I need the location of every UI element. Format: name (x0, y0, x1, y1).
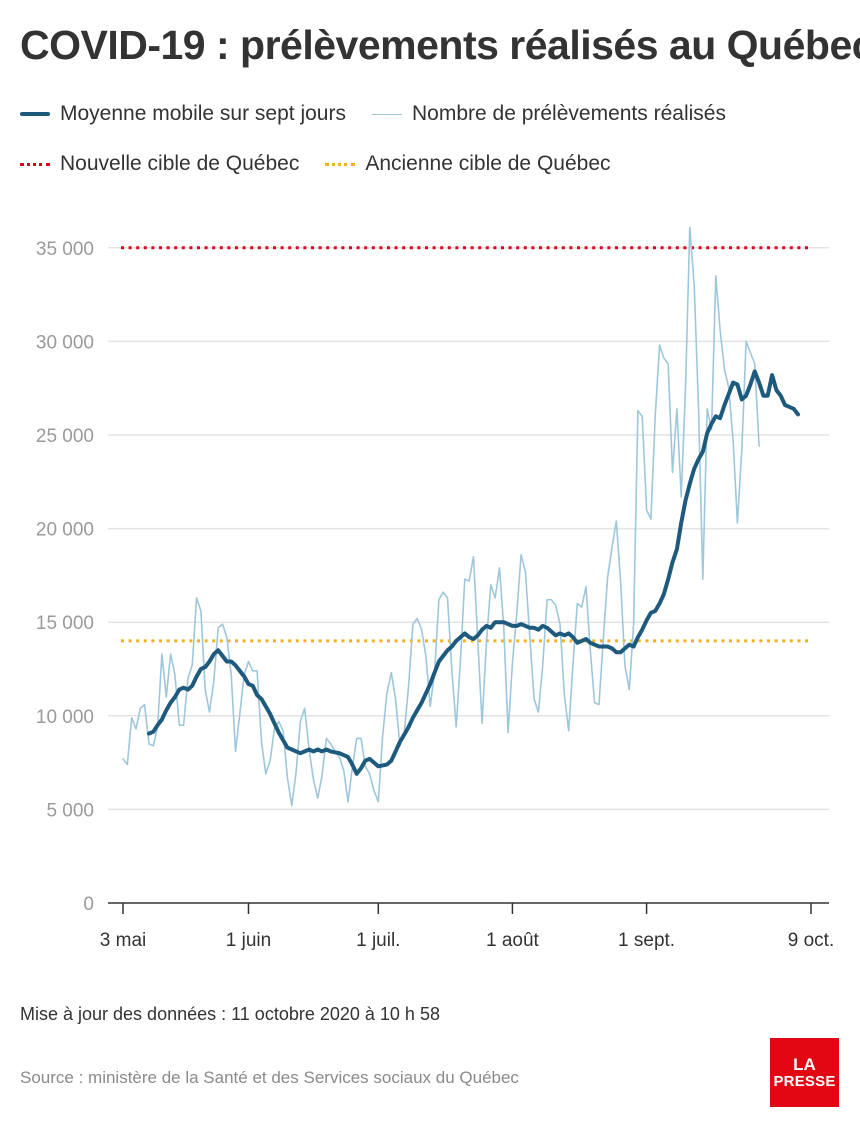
la-presse-logo: LA PRESSE (770, 1038, 839, 1107)
legend-item-old-target: Ancienne cible de Québec (325, 152, 611, 176)
x-tick-label: 3 mai (100, 930, 146, 951)
y-tick-label: 5 000 (46, 800, 94, 821)
source-note: Source : ministère de la Santé et des Se… (20, 1068, 519, 1087)
legend-item-new-target: Nouvelle cible de Québec (20, 152, 299, 176)
legend-item-daily: Nombre de prélèvements réalisés (371, 102, 726, 126)
logo-line-2: PRESSE (773, 1072, 836, 1090)
legend-row-2: Nouvelle cible de Québec Ancienne cible … (20, 152, 637, 176)
y-tick-label: 30 000 (36, 332, 94, 353)
legend-swatch-new-target (20, 162, 50, 166)
legend-swatch-moving-average (20, 112, 50, 116)
y-tick-label: 10 000 (36, 707, 94, 728)
moving-average-line (147, 369, 800, 776)
legend-item-moving-average: Moyenne mobile sur sept jours (20, 102, 346, 126)
logo-line-1: LA (793, 1054, 816, 1074)
legend-swatch-old-target (325, 162, 356, 166)
update-footnote: Mise à jour des données : 11 octobre 202… (20, 1004, 440, 1024)
x-tick-label: 1 juin (226, 930, 271, 951)
axes: 0 5 000 10 000 15 000 20 000 25 000 30 000 35 0… (36, 239, 834, 951)
x-tick-label: 9 oct. (788, 930, 834, 951)
chart-title: COVID-19 : prélèvements réalisés au Québ… (20, 22, 860, 68)
y-tick-label: 35 000 (36, 239, 94, 260)
series-lines (122, 226, 800, 807)
legend-label-new-target: Nouvelle cible de Québec (60, 152, 300, 175)
x-tick-label: 1 juil. (356, 930, 400, 951)
legend-label-daily: Nombre de prélèvements réalisés (411, 102, 726, 125)
y-tick-label: 20 000 (36, 520, 94, 541)
y-tick-label: 0 (83, 894, 94, 915)
legend-label-old-target: Ancienne cible de Québec (365, 152, 611, 175)
legend-label-moving-average: Moyenne mobile sur sept jours (60, 102, 346, 125)
x-tick-label: 1 août (486, 930, 540, 951)
legend-row-1: Moyenne mobile sur sept jours Nombre de … (20, 102, 752, 126)
reference-lines (121, 246, 811, 643)
legend-swatch-daily (371, 113, 402, 115)
x-tick-label: 1 sept. (618, 930, 675, 951)
y-tick-label: 15 000 (36, 613, 94, 634)
y-tick-label: 25 000 (36, 426, 94, 447)
daily-tests-line (122, 226, 760, 807)
line-chart: 0 5 000 10 000 15 000 20 000 25 000 30 000 35 0… (36, 226, 834, 951)
